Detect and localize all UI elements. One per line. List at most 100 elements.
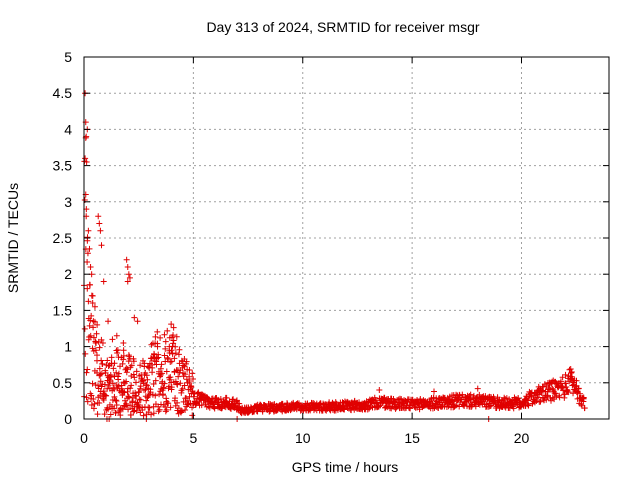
y-tick-label: 1.5 (53, 302, 73, 318)
y-tick-label: 0.5 (53, 375, 73, 391)
data-point (164, 354, 171, 361)
data-point (151, 350, 157, 357)
y-tick-label: 2.5 (53, 230, 73, 246)
data-point (89, 345, 96, 352)
data-point (128, 362, 135, 369)
data-point (107, 373, 114, 380)
data-point (316, 401, 323, 408)
data-point (88, 392, 95, 399)
axis-ticks (83, 56, 609, 420)
data-point (81, 325, 88, 332)
data-point (108, 354, 115, 361)
data-point (132, 379, 139, 386)
data-point (548, 397, 555, 404)
data-point (135, 389, 142, 396)
data-point (152, 392, 159, 399)
data-point (543, 396, 550, 403)
data-point (125, 352, 132, 359)
data-point (162, 403, 169, 410)
data-point (574, 389, 581, 396)
data-point (130, 355, 137, 362)
data-point (84, 259, 91, 266)
data-point (178, 387, 185, 394)
data-point (93, 330, 100, 337)
data-point (93, 339, 100, 346)
data-point (341, 406, 348, 413)
data-point (168, 358, 175, 365)
data-point (113, 401, 120, 408)
data-point (127, 412, 134, 419)
data-point (293, 406, 300, 413)
data-point (166, 343, 173, 350)
data-point (109, 380, 116, 387)
data-point (113, 332, 120, 339)
data-point (155, 354, 162, 361)
data-point (163, 368, 170, 375)
data-point (411, 403, 418, 410)
data-point (118, 385, 125, 392)
data-point (467, 396, 474, 403)
data-point (459, 391, 466, 398)
data-point (96, 344, 103, 351)
data-point (562, 371, 569, 378)
data-point (111, 386, 118, 393)
data-point (87, 317, 94, 324)
x-tick-label: 0 (80, 430, 88, 446)
data-point (565, 389, 572, 396)
data-point (581, 405, 588, 412)
data-point (165, 400, 172, 407)
data-point (112, 410, 119, 417)
data-point (133, 407, 140, 414)
data-point (104, 357, 111, 364)
data-point (120, 339, 127, 346)
data-point (93, 352, 100, 359)
data-point (154, 328, 161, 335)
data-point (189, 370, 196, 377)
data-point (163, 406, 170, 413)
data-point (97, 227, 104, 234)
data-point (94, 321, 101, 328)
data-point (120, 356, 127, 363)
data-point (568, 368, 575, 375)
data-point (158, 361, 165, 368)
data-point (186, 379, 193, 386)
data-point (105, 382, 112, 389)
data-point (162, 338, 169, 345)
data-point (174, 399, 181, 406)
data-point (467, 391, 474, 398)
data-point (573, 377, 580, 384)
data-point (551, 390, 558, 397)
data-point (89, 292, 96, 299)
data-point (474, 385, 481, 392)
data-point (98, 336, 105, 343)
data-point (158, 370, 165, 377)
data-point (86, 322, 93, 329)
data-point (83, 394, 90, 401)
data-point (166, 383, 173, 390)
data-point (84, 285, 91, 292)
y-tick-label: 3 (64, 194, 72, 210)
data-point (167, 404, 174, 411)
data-point (385, 400, 392, 407)
data-point (537, 398, 544, 405)
y-tick-labels: 0 0.5 1 1.5 2 2.5 3 3.5 4 4.5 5 (53, 49, 73, 427)
data-point (114, 349, 121, 356)
data-point (580, 395, 587, 402)
data-point (170, 332, 177, 339)
data-point (182, 371, 189, 378)
data-point (90, 334, 97, 341)
data-point (149, 364, 156, 371)
data-point (111, 393, 118, 400)
data-points (81, 90, 588, 422)
data-point (104, 404, 111, 411)
data-point (534, 394, 541, 401)
data-point (99, 360, 106, 367)
data-point (145, 364, 152, 371)
data-point (120, 347, 127, 354)
data-point (154, 340, 161, 347)
data-point (162, 358, 169, 365)
data-point (112, 397, 119, 404)
data-point (178, 409, 185, 416)
data-point (133, 392, 140, 399)
